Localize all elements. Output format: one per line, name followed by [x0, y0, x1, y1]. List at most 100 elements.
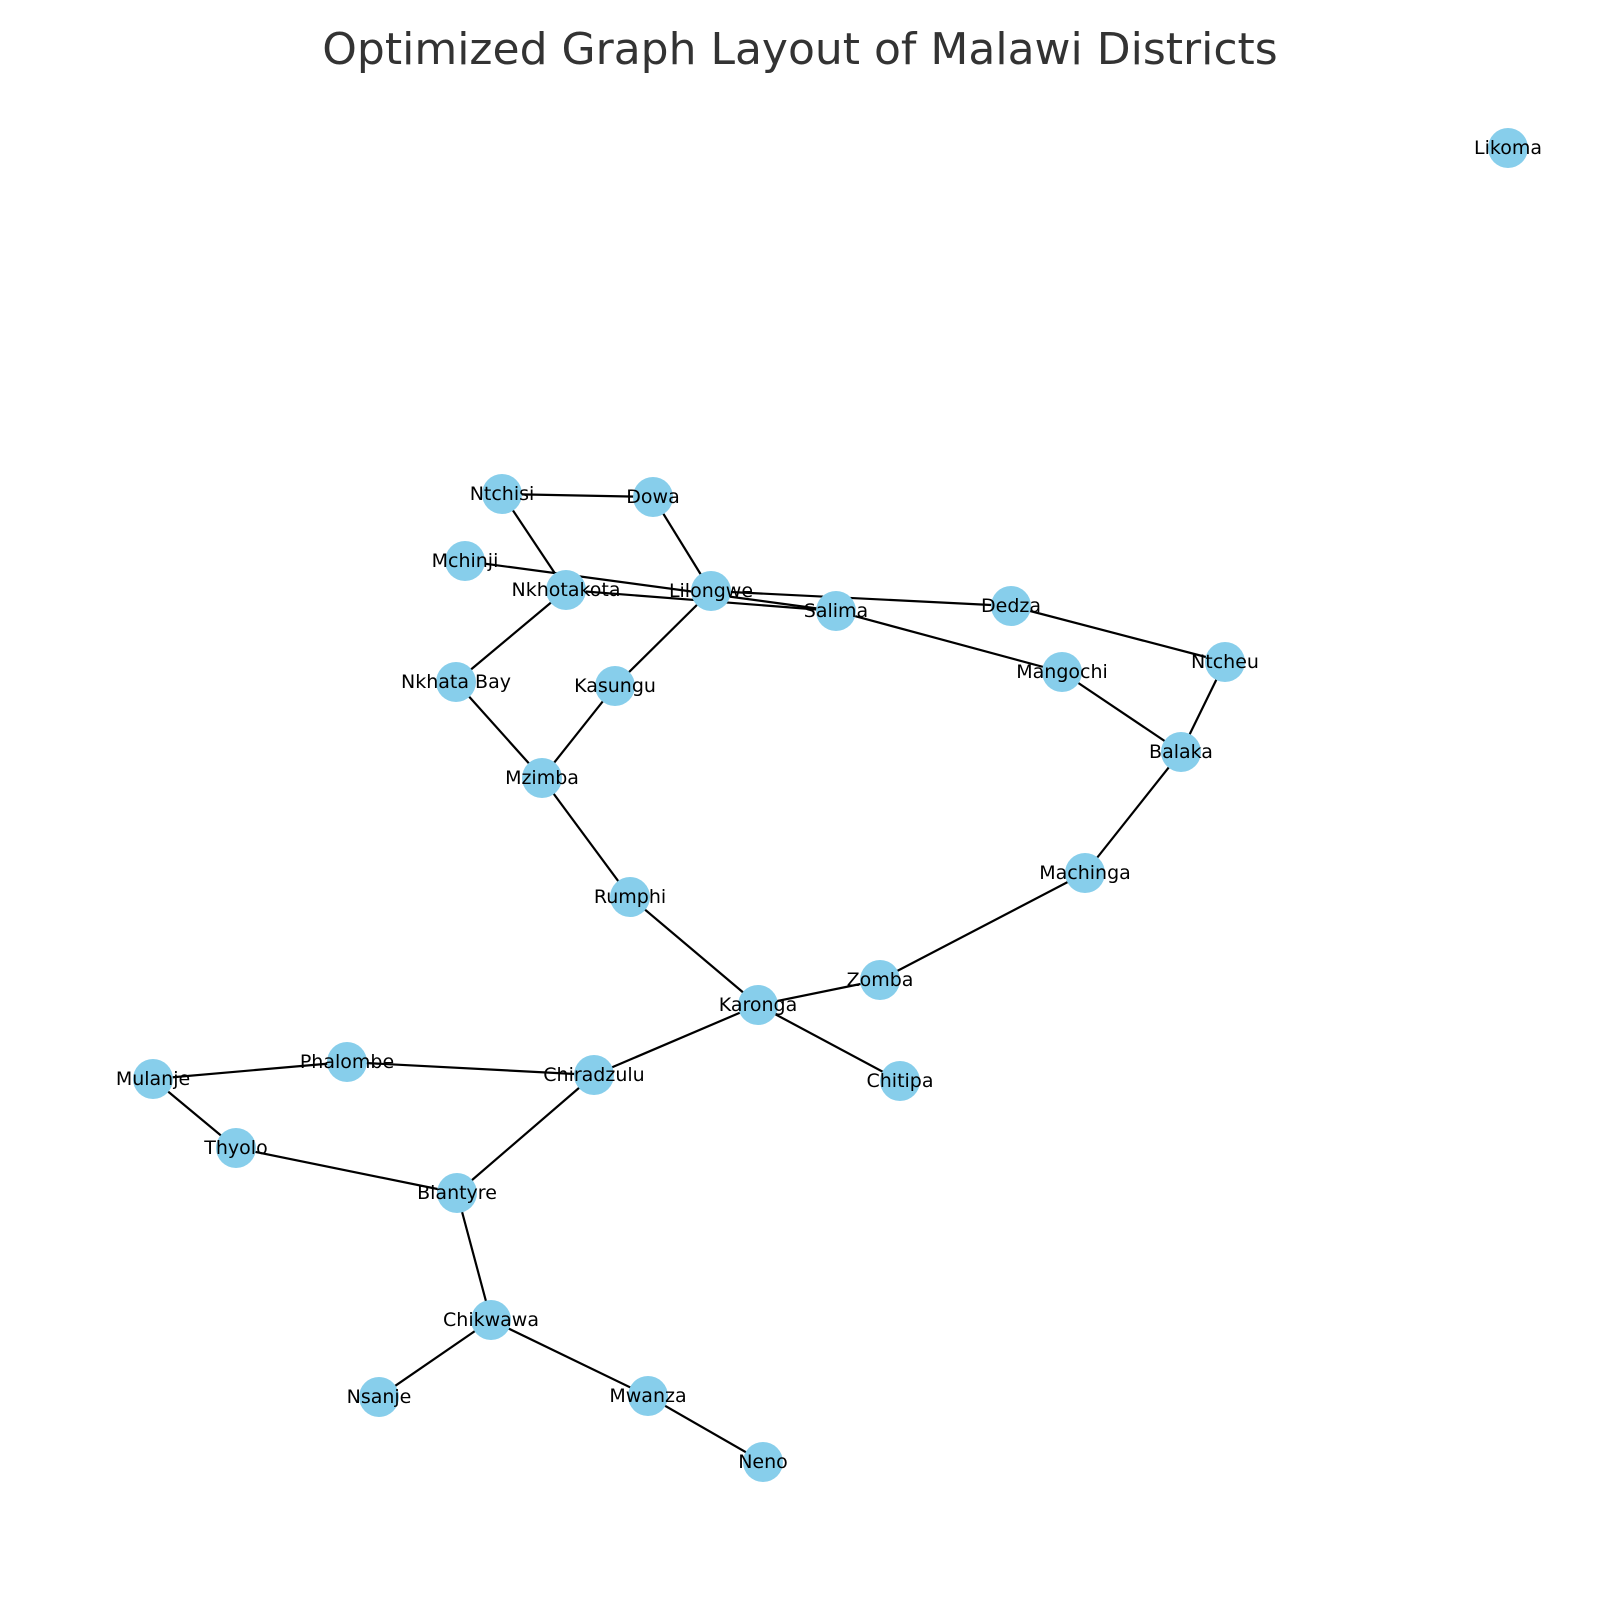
- node-circle: [991, 586, 1031, 626]
- edge-nkhotakota-nkhata-bay: [455, 589, 567, 683]
- edge-mwanza-neno: [647, 1395, 764, 1463]
- edge-ntchisi-dowa: [501, 492, 654, 499]
- edge-phalombe-chiradzulu: [346, 1060, 595, 1077]
- edge-thyolo-blantyre: [235, 1146, 458, 1195]
- node-likoma: Likoma: [1474, 128, 1542, 168]
- edge-blantyre-chikwawa: [455, 1192, 493, 1321]
- node-dowa: Dowa: [626, 477, 680, 517]
- node-circle: [1488, 128, 1528, 168]
- node-machinga: Machinga: [1039, 853, 1131, 893]
- node-thyolo: Thyolo: [203, 1128, 268, 1168]
- nodes-layer: Likoma Ntchisi Dowa Mchinji Nkhotakota Lilong…: [116, 128, 1542, 1482]
- edge-mangochi-balaka: [1061, 671, 1182, 753]
- edge-rumphi-karonga: [629, 896, 759, 1006]
- edge-mulanje-phalombe: [152, 1060, 348, 1081]
- node-circle: [216, 1128, 256, 1168]
- node-dedza: Dedza: [981, 586, 1041, 626]
- node-label: Kasungu: [574, 675, 656, 697]
- node-label: Mangochi: [1016, 661, 1108, 683]
- graph-title: Optimized Graph Layout of Malawi Distric…: [322, 24, 1278, 75]
- node-circle: [327, 1042, 367, 1082]
- node-chiradzulu: Chiradzulu: [543, 1055, 645, 1095]
- node-lilongwe: Lilongwe: [669, 571, 753, 611]
- node-label: Chiradzulu: [543, 1064, 644, 1086]
- node-circle: [471, 1300, 511, 1340]
- node-circle: [359, 1377, 399, 1417]
- node-label: Balaka: [1149, 741, 1213, 763]
- node-balaka: Balaka: [1149, 732, 1213, 772]
- node-label: Nkhotakota: [511, 579, 620, 601]
- node-label: Dedza: [981, 595, 1041, 617]
- edge-machinga-zomba: [879, 872, 1086, 981]
- node-circle: [1065, 853, 1105, 893]
- node-label: Chitipa: [866, 1070, 933, 1092]
- node-circle: [743, 1442, 783, 1482]
- node-circle: [1042, 652, 1082, 692]
- edge-chiradzulu-blantyre: [456, 1074, 595, 1194]
- edge-salima-mangochi: [835, 609, 1063, 674]
- node-kasungu: Kasungu: [574, 666, 656, 706]
- node-label: Mzimba: [505, 767, 579, 789]
- edge-zomba-karonga: [757, 978, 881, 1007]
- node-rumphi: Rumphi: [594, 877, 666, 917]
- edge-chikwawa-mwanza: [490, 1319, 649, 1397]
- edge-balaka-machinga: [1084, 751, 1182, 874]
- node-blantyre: Blantyre: [417, 1173, 497, 1213]
- node-label: Karonga: [719, 994, 798, 1016]
- node-salima: Salima: [804, 591, 868, 631]
- node-label: Ntcheu: [1191, 651, 1259, 673]
- node-mchinji: Mchinji: [432, 541, 499, 581]
- node-nkhotakota: Nkhotakota: [511, 570, 621, 610]
- edge-mchinji-salima: [464, 559, 837, 613]
- node-circle: [133, 1059, 173, 1099]
- node-label: Phalombe: [300, 1051, 394, 1073]
- node-zomba: Zomba: [847, 960, 913, 1000]
- node-label: Mchinji: [432, 550, 499, 572]
- node-karonga: Karonga: [719, 985, 798, 1025]
- node-label: Salima: [804, 600, 868, 622]
- node-mangochi: Mangochi: [1016, 652, 1108, 692]
- node-label: Likoma: [1474, 137, 1542, 159]
- node-nsanje: Nsanje: [347, 1377, 412, 1417]
- node-nkhata-bay: Nkhata Bay: [401, 662, 511, 702]
- node-label: Machinga: [1039, 862, 1131, 884]
- node-phalombe: Phalombe: [300, 1042, 394, 1082]
- node-neno: Neno: [738, 1442, 788, 1482]
- node-circle: [691, 571, 731, 611]
- node-mulanje: Mulanje: [116, 1059, 190, 1099]
- edge-karonga-chitipa: [757, 1004, 901, 1082]
- edge-mzimba-rumphi: [541, 777, 631, 898]
- node-chitipa: Chitipa: [866, 1061, 934, 1101]
- node-circle: [595, 666, 635, 706]
- edge-lilongwe-dedza: [710, 589, 1012, 608]
- node-circle: [633, 477, 673, 517]
- node-label: Mulanje: [116, 1068, 190, 1090]
- edges-layer: [152, 492, 1226, 1463]
- node-circle: [816, 591, 856, 631]
- node-label: Rumphi: [594, 886, 666, 908]
- node-circle: [610, 877, 650, 917]
- node-circle: [436, 662, 476, 702]
- node-circle: [1205, 642, 1245, 682]
- node-circle: [437, 1173, 477, 1213]
- node-mwanza: Mwanza: [609, 1376, 687, 1416]
- edge-karonga-chiradzulu: [593, 1003, 759, 1077]
- node-label: Nsanje: [347, 1386, 412, 1408]
- node-label: Thyolo: [203, 1137, 267, 1159]
- node-ntcheu: Ntcheu: [1191, 642, 1259, 682]
- node-circle: [574, 1055, 614, 1095]
- node-label: Neno: [738, 1451, 788, 1473]
- node-label: Mwanza: [609, 1385, 686, 1407]
- node-circle: [445, 541, 485, 581]
- node-label: Dowa: [626, 486, 679, 508]
- node-ntchisi: Ntchisi: [470, 474, 534, 514]
- node-label: Nkhata Bay: [401, 671, 511, 693]
- node-label: Lilongwe: [669, 580, 753, 602]
- node-circle: [628, 1376, 668, 1416]
- node-circle: [1161, 732, 1201, 772]
- edge-dedza-ntcheu: [1010, 604, 1226, 664]
- edge-chikwawa-nsanje: [378, 1319, 492, 1398]
- node-circle: [546, 570, 586, 610]
- edge-lilongwe-kasungu: [614, 590, 712, 687]
